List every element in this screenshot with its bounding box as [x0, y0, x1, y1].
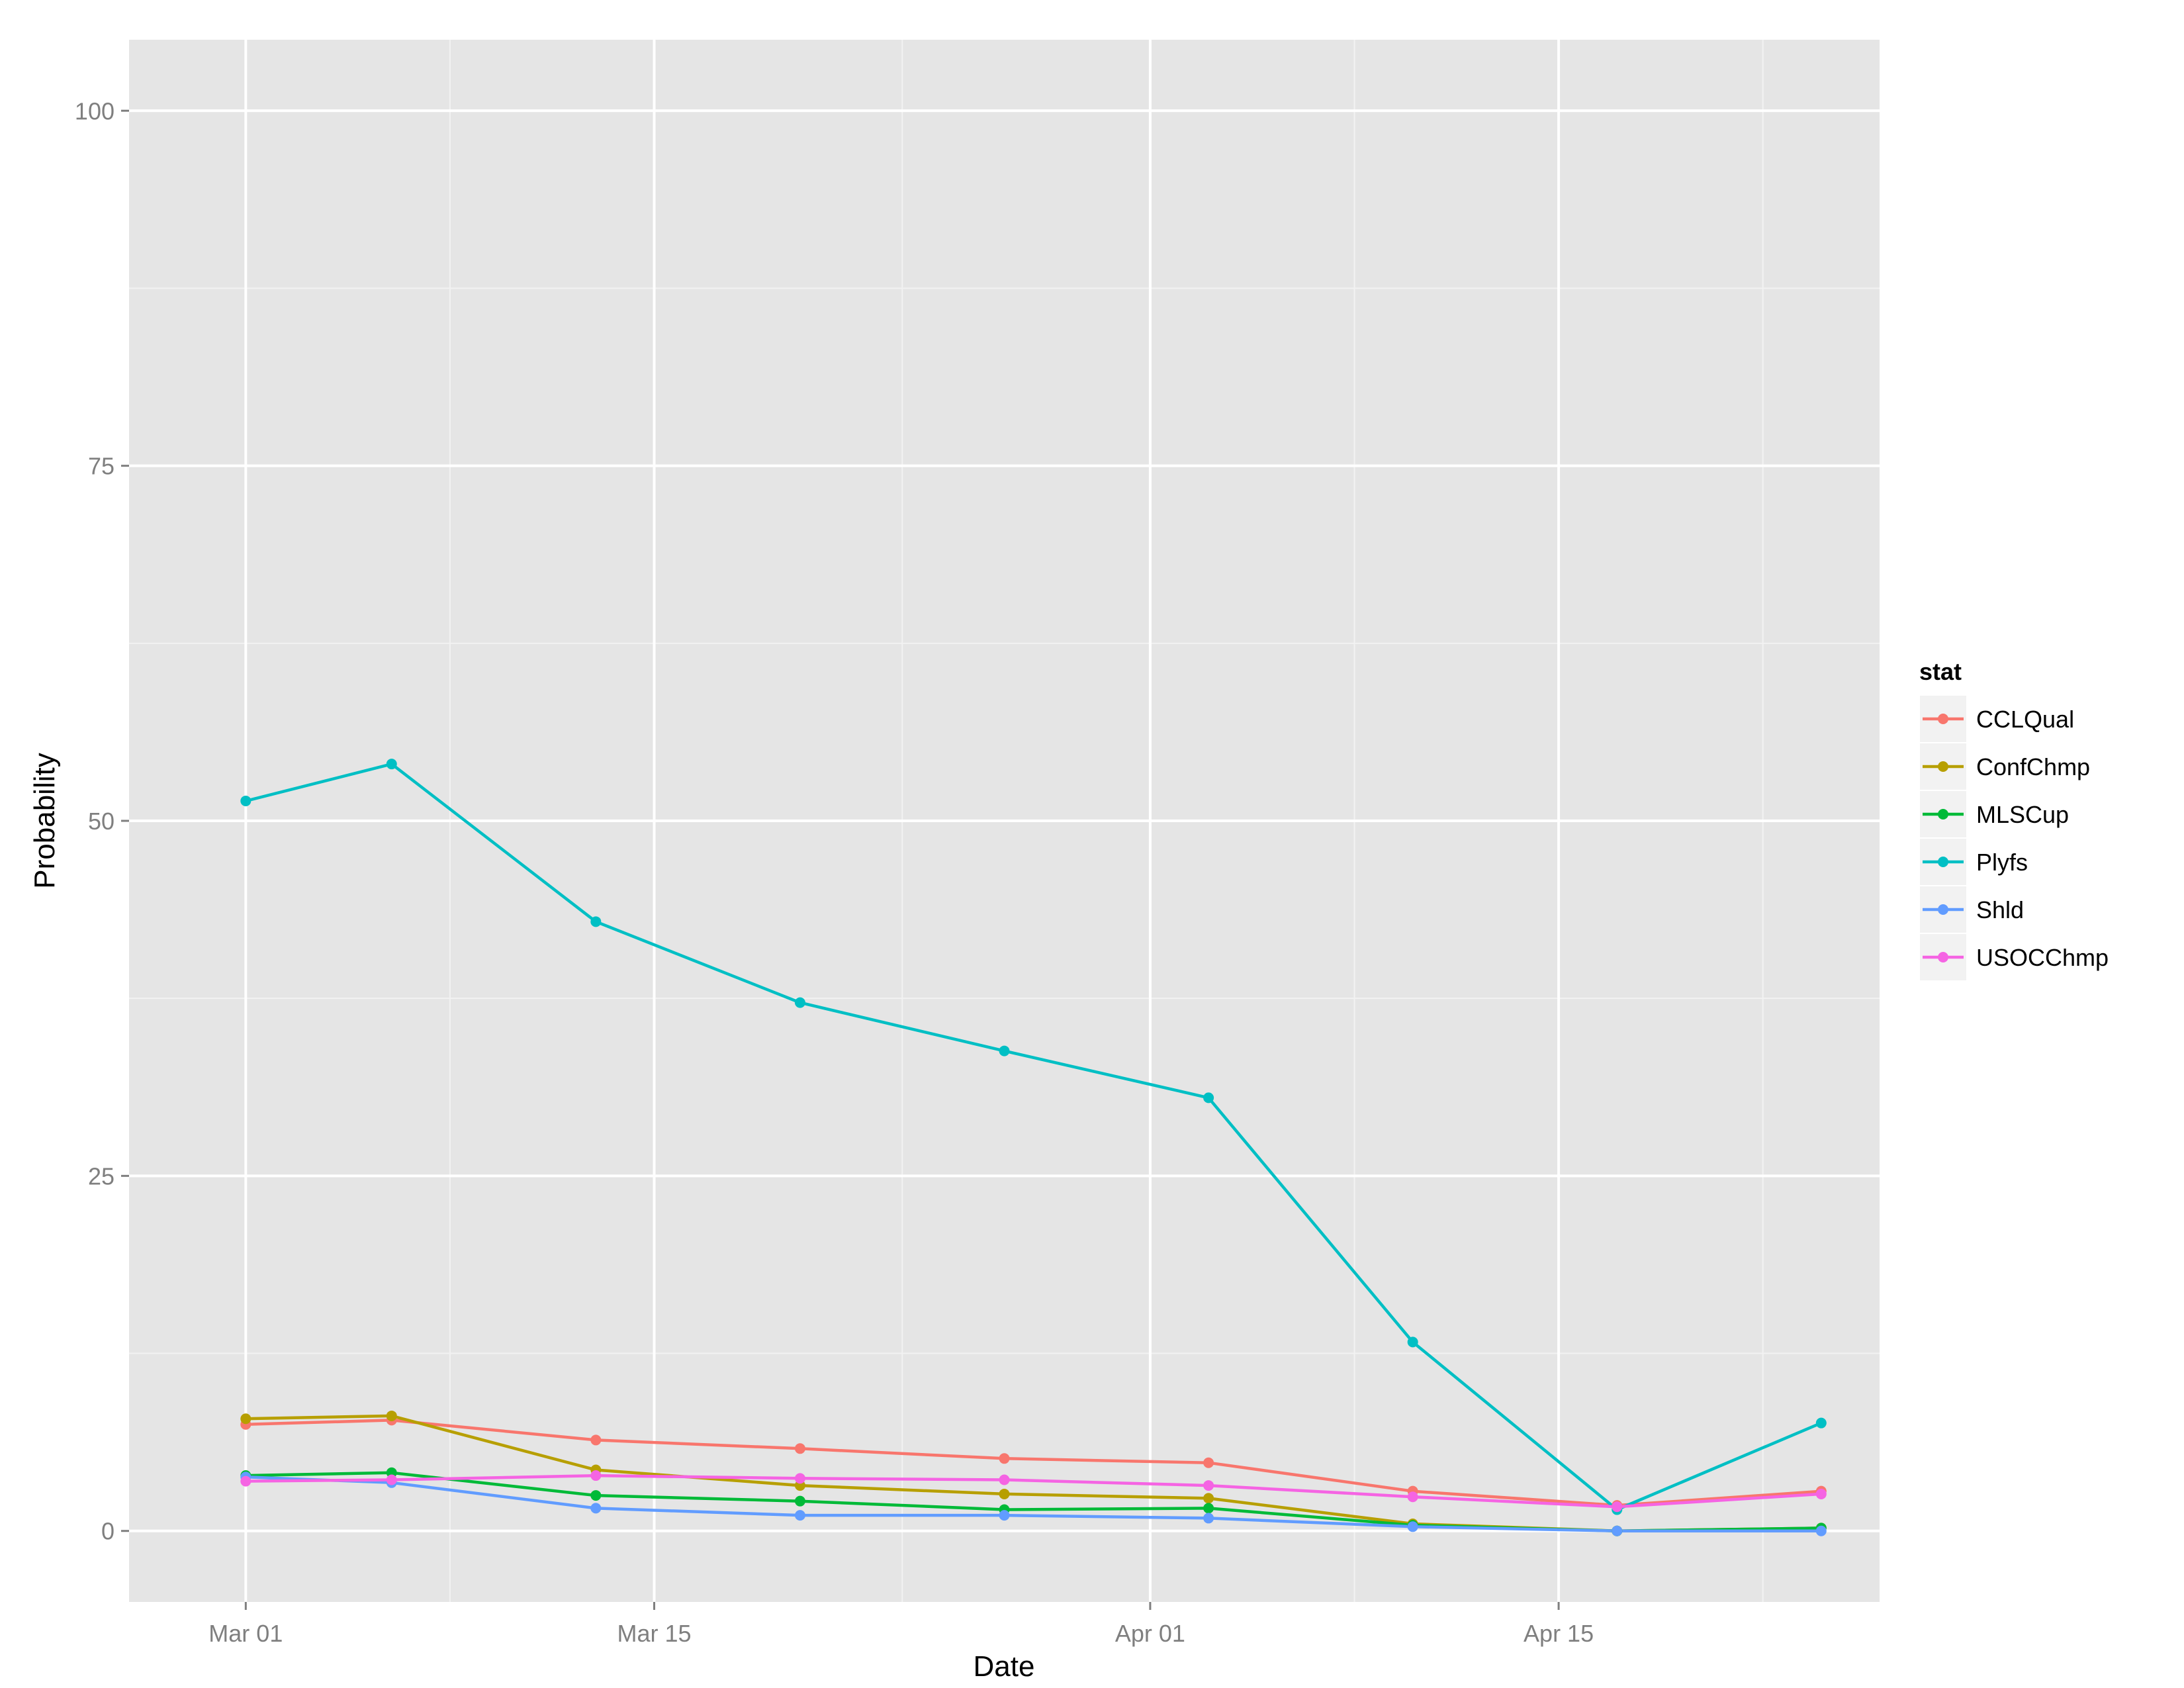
- data-point-cclqual: [999, 1453, 1010, 1464]
- data-point-usocchmp: [1815, 1488, 1827, 1499]
- y-axis-title: Probability: [28, 753, 61, 888]
- legend-items: CCLQual ConfChmp MLSCup Plyfs Shld USOCChmp: [1919, 694, 2109, 982]
- y-tick-label: 75: [88, 453, 114, 480]
- data-point-mlscup: [1203, 1503, 1214, 1514]
- legend-label-cclqual: CCLQual: [1976, 706, 2074, 733]
- y-tick-label: 25: [88, 1162, 114, 1190]
- data-point-confchmp: [999, 1488, 1010, 1499]
- y-tick-label: 100: [75, 97, 114, 124]
- data-point-shld: [999, 1510, 1010, 1521]
- data-point-confchmp: [386, 1410, 397, 1421]
- legend: stat CCLQual ConfChmp MLSCup Plyfs Shld USOCC…: [1919, 658, 2109, 982]
- data-point-usocchmp: [590, 1470, 602, 1481]
- data-point-plyfs: [386, 759, 397, 770]
- data-point-plyfs: [999, 1045, 1010, 1056]
- data-point-plyfs: [1407, 1336, 1418, 1348]
- data-point-cclqual: [1203, 1457, 1214, 1468]
- data-point-plyfs: [1203, 1092, 1214, 1103]
- data-point-plyfs: [794, 997, 805, 1008]
- legend-label-mlscup: MLSCup: [1976, 801, 2069, 828]
- data-point-usocchmp: [1612, 1501, 1623, 1513]
- data-point-mlscup: [794, 1495, 805, 1507]
- data-point-mlscup: [590, 1490, 602, 1501]
- data-point-shld: [1815, 1525, 1827, 1536]
- data-point-confchmp: [240, 1413, 251, 1425]
- data-point-shld: [590, 1503, 602, 1514]
- y-tick-label: 50: [88, 808, 114, 835]
- x-axis-title: Date: [974, 1650, 1035, 1683]
- series-points: [240, 759, 1827, 1536]
- data-point-shld: [1407, 1521, 1418, 1532]
- legend-key-point-confchmp: [1938, 761, 1948, 772]
- y-axis: 0 25 50 75 100: [75, 97, 129, 1545]
- legend-key-point-plyfs: [1938, 857, 1948, 867]
- x-tick-label: Apr 01: [1115, 1620, 1185, 1647]
- data-point-plyfs: [1815, 1417, 1827, 1429]
- data-point-usocchmp: [794, 1473, 805, 1484]
- data-point-plyfs: [590, 916, 602, 927]
- x-tick-label: Mar 15: [617, 1620, 691, 1647]
- data-point-plyfs: [240, 795, 251, 806]
- legend-key-point-usocchmp: [1938, 952, 1948, 962]
- data-point-cclqual: [590, 1434, 602, 1446]
- major-gridlines: [129, 40, 1880, 1602]
- legend-key-point-mlscup: [1938, 809, 1948, 820]
- data-point-usocchmp: [1203, 1480, 1214, 1491]
- legend-key-point-shld: [1938, 904, 1948, 915]
- x-axis: Mar 01 Mar 15 Apr 01 Apr 15: [208, 1602, 1594, 1647]
- legend-title: stat: [1919, 658, 1962, 685]
- legend-label-confchmp: ConfChmp: [1976, 753, 2090, 780]
- data-point-usocchmp: [240, 1476, 251, 1487]
- data-point-shld: [1203, 1513, 1214, 1524]
- x-tick-label: Apr 15: [1524, 1620, 1594, 1647]
- x-tick-label: Mar 01: [208, 1620, 283, 1647]
- y-tick-label: 0: [101, 1518, 114, 1545]
- data-point-confchmp: [1203, 1493, 1214, 1504]
- data-point-shld: [1612, 1525, 1623, 1536]
- legend-label-plyfs: Plyfs: [1976, 849, 2028, 876]
- data-point-usocchmp: [386, 1474, 397, 1485]
- data-point-shld: [794, 1510, 805, 1521]
- legend-label-usocchmp: USOCChmp: [1976, 944, 2109, 971]
- data-point-usocchmp: [1407, 1491, 1418, 1503]
- legend-label-shld: Shld: [1976, 896, 2024, 923]
- data-point-usocchmp: [999, 1474, 1010, 1485]
- data-point-cclqual: [794, 1443, 805, 1454]
- legend-key-point-cclqual: [1938, 714, 1948, 724]
